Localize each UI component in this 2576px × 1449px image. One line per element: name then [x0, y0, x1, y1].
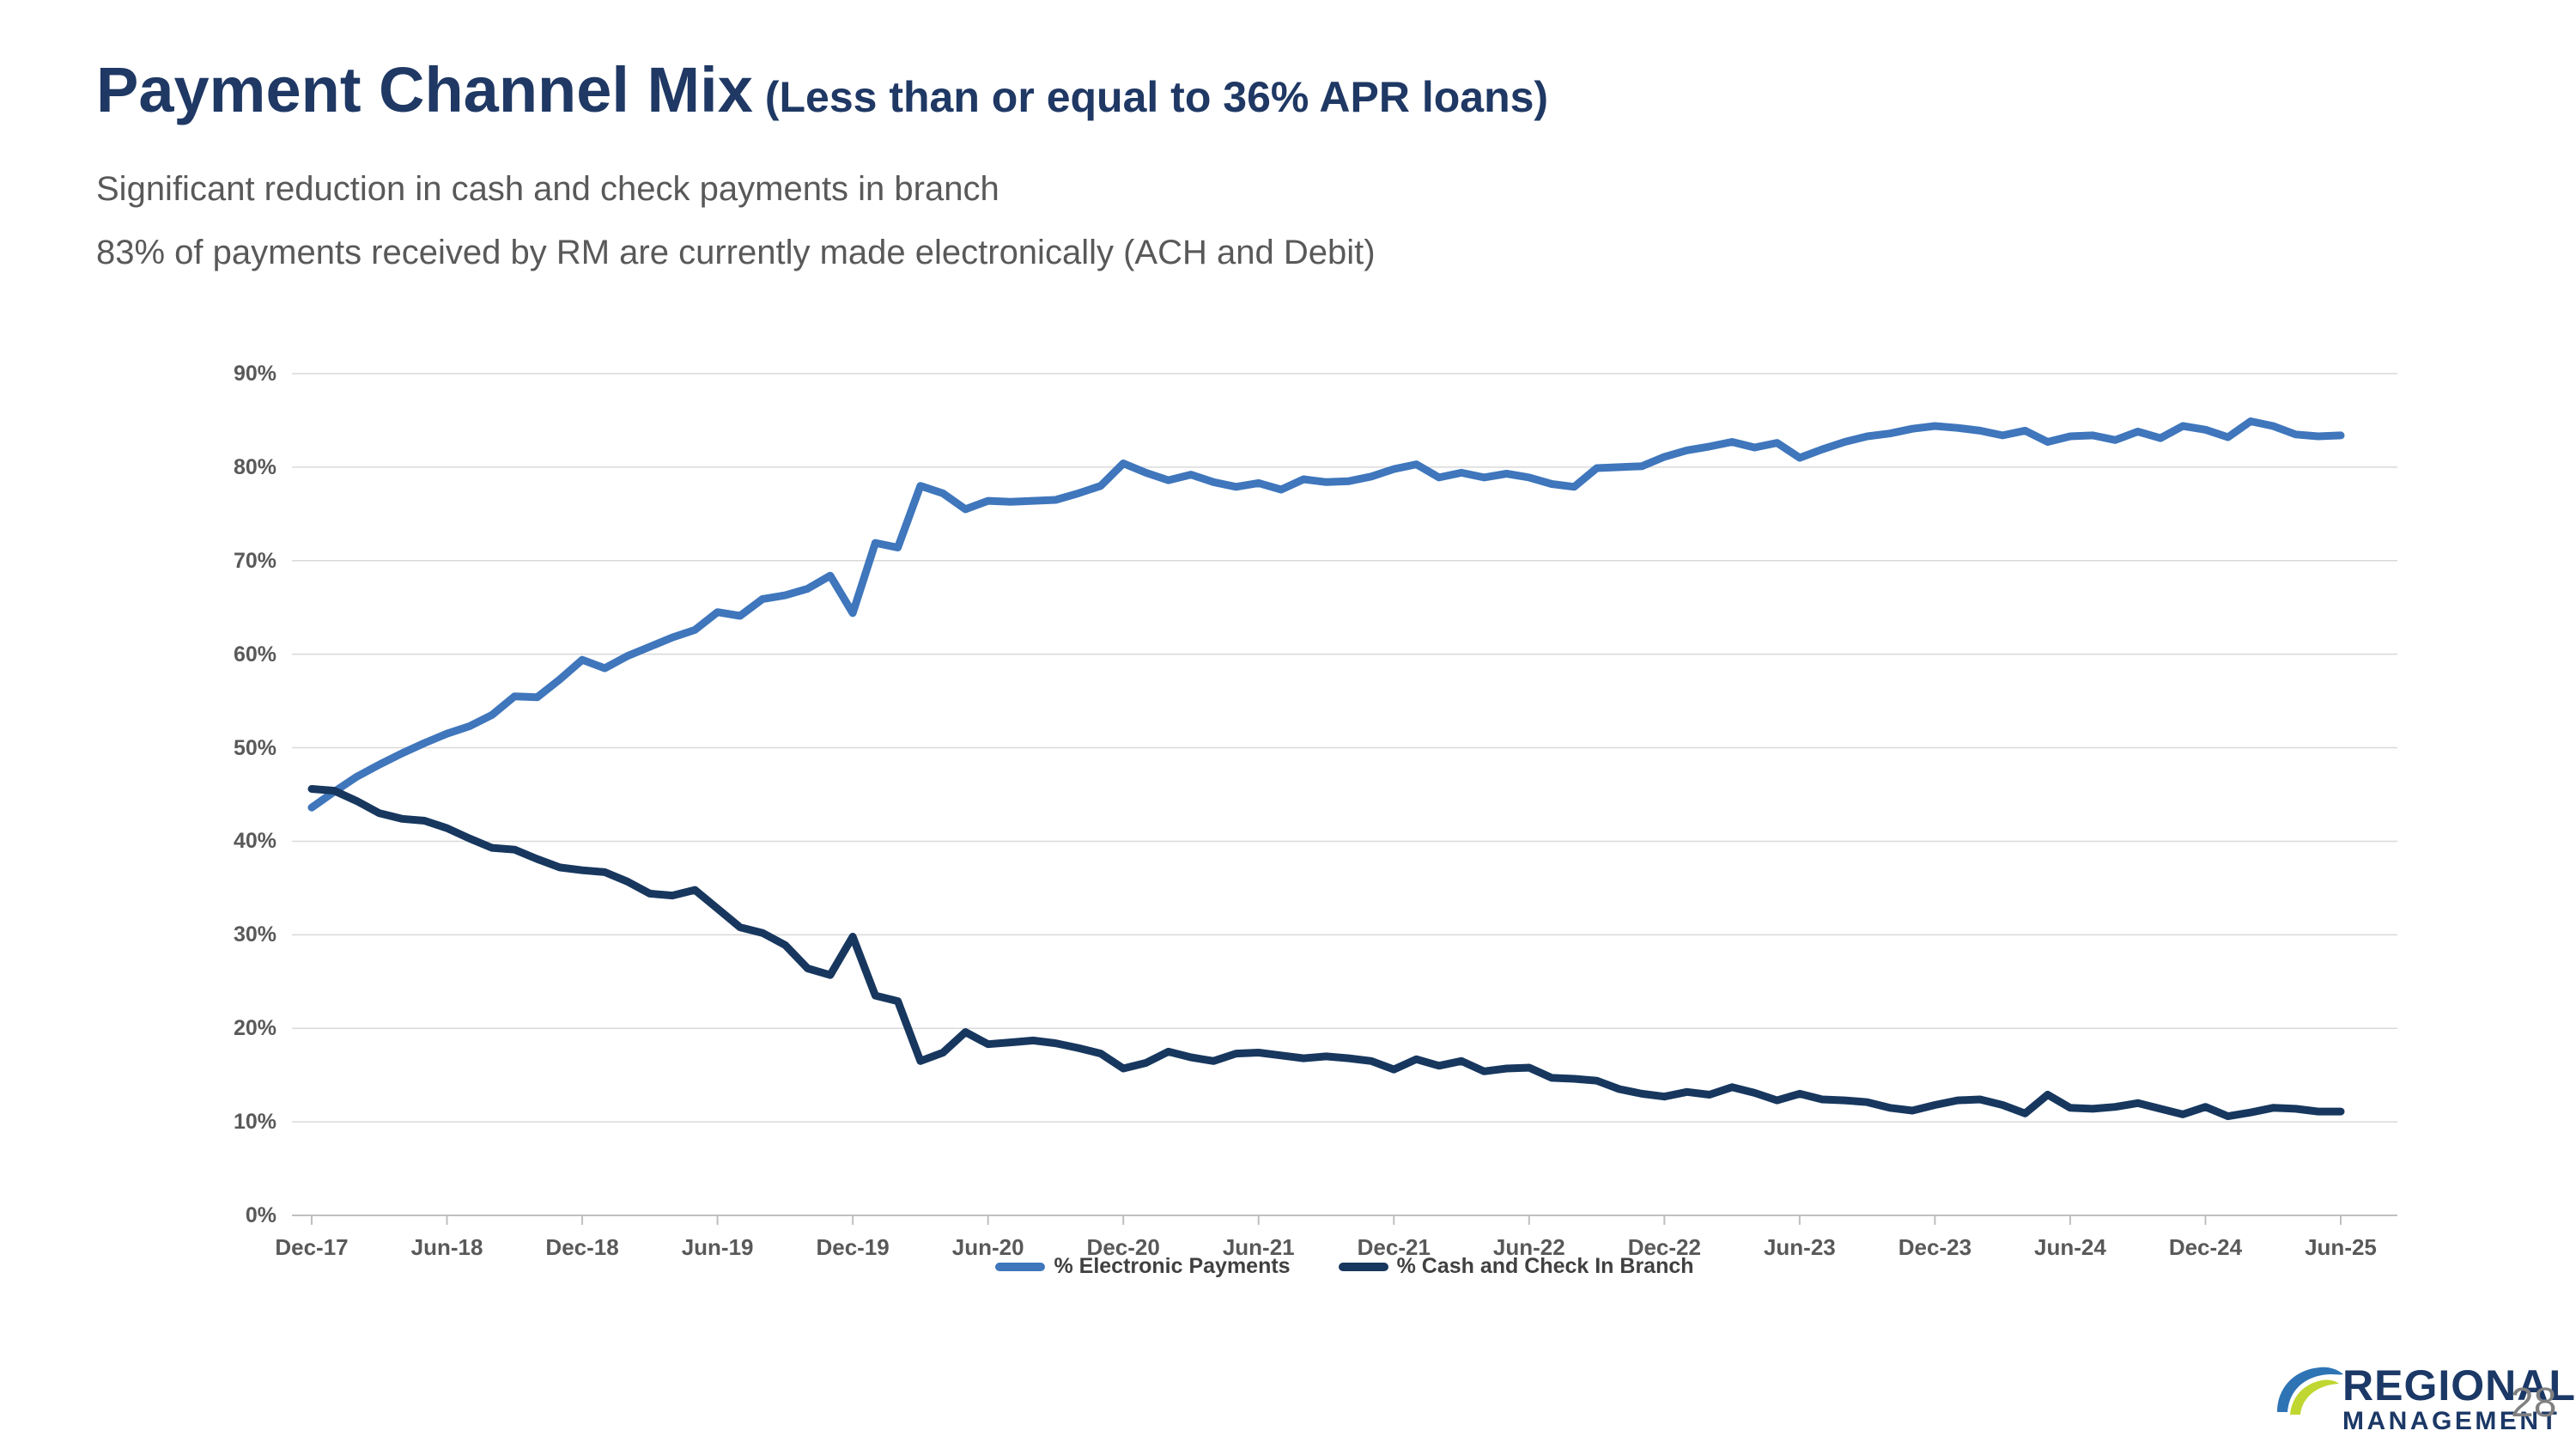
logo-swoosh-icon — [2277, 1367, 2343, 1415]
y-tick-label: 0% — [245, 1203, 276, 1227]
y-tick-label: 80% — [233, 454, 276, 479]
page-title-qualifier: (Less than or equal to 36% APR loans) — [764, 73, 1549, 121]
y-tick-label: 10% — [233, 1110, 276, 1135]
x-tick-label: Dec-23 — [1898, 1234, 1972, 1260]
x-tick-label: Dec-21 — [1357, 1234, 1431, 1260]
x-tick-label: Dec-18 — [545, 1234, 619, 1260]
chart-legend: % Electronic Payments % Cash and Check In… — [292, 1254, 2397, 1279]
page-title: Payment Channel Mix (Less than or equal t… — [96, 53, 1548, 126]
y-tick-label: 40% — [233, 829, 276, 854]
x-tick-label: Dec-24 — [2168, 1234, 2243, 1260]
subtitle-line-1: Significant reduction in cash and check … — [96, 170, 999, 208]
legend-line-swatch-icon — [1338, 1262, 1388, 1271]
logo-line1: REGIONAL® — [2342, 1364, 2576, 1407]
x-tick-label: Dec-17 — [275, 1234, 349, 1260]
series-line — [307, 417, 2345, 812]
x-tick-label: Dec-20 — [1086, 1234, 1160, 1260]
x-tick-label: Jun-22 — [1492, 1234, 1565, 1260]
x-tick-label: Jun-18 — [410, 1234, 483, 1260]
x-tick-label: Jun-24 — [2034, 1234, 2106, 1260]
y-tick-label: 90% — [233, 362, 276, 386]
legend-label: % Cash and Check In Branch — [1396, 1254, 1694, 1278]
series-line — [307, 785, 2345, 1121]
x-tick-label: Jun-21 — [1222, 1234, 1295, 1260]
y-tick-label: 60% — [233, 642, 276, 667]
legend-line-swatch-icon — [995, 1262, 1046, 1271]
x-tick-label: Dec-19 — [816, 1234, 890, 1260]
logo-wordmark: REGIONAL® MANAGEMENT — [2342, 1364, 2576, 1434]
y-tick-label: 20% — [233, 1016, 276, 1041]
subtitle-line-2: 83% of payments received by RM are curre… — [96, 234, 1376, 271]
logo-line2: MANAGEMENT — [2342, 1407, 2561, 1435]
x-tick-label: Dec-22 — [1627, 1234, 1701, 1260]
x-tick-label: Jun-23 — [1763, 1234, 1836, 1260]
y-tick-label: 30% — [233, 922, 276, 947]
legend-item: % Electronic Payments — [995, 1254, 1291, 1279]
page-title-main: Payment Channel Mix — [96, 54, 753, 125]
x-tick-label: Jun-20 — [951, 1234, 1024, 1260]
regional-management-logo: REGIONAL® MANAGEMENT — [2275, 1364, 2576, 1441]
page-number: 28 — [2511, 1380, 2557, 1426]
legend-item: % Cash and Check In Branch — [1338, 1254, 1694, 1279]
y-tick-label: 70% — [233, 548, 276, 573]
x-tick-label: Jun-19 — [681, 1234, 754, 1260]
x-tick-label: Jun-25 — [2305, 1234, 2377, 1260]
y-tick-label: 50% — [233, 735, 276, 760]
legend-label: % Electronic Payments — [1054, 1254, 1291, 1278]
